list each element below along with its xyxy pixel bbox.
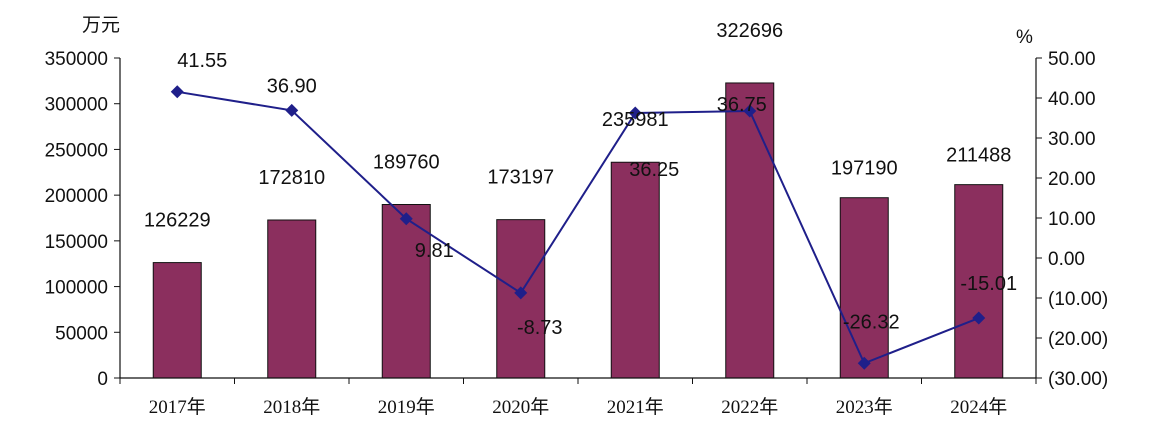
axes: 0 50000 100000 150000 200000 250000 300000 3500… (45, 49, 1109, 418)
line-point-2018年 (285, 103, 299, 117)
line-value-label: 36.25 (629, 159, 679, 181)
right-tick-label: (20.00) (1048, 329, 1108, 350)
left-tick-label: 100000 (45, 278, 108, 299)
bar-2019年 (381, 204, 431, 379)
right-tick-label: 10.00 (1048, 209, 1096, 230)
x-tick-label: 2023年 (836, 396, 893, 418)
growth-rate-line (177, 90, 980, 365)
left-tick-label: 200000 (45, 186, 108, 207)
right-tick-label: 30.00 (1048, 129, 1096, 150)
bar-value-label: 126229 (144, 210, 211, 232)
bar-value-label: 172810 (258, 167, 325, 189)
x-tick-label: 2021年 (607, 396, 664, 418)
bar-value-label: 235981 (602, 109, 669, 131)
bar-value-label: 197190 (831, 158, 898, 180)
line-value-label: 36.75 (717, 94, 767, 116)
left-tick-label: 350000 (45, 49, 108, 70)
line-value-label: 41.55 (177, 50, 227, 72)
right-tick-label: 50.00 (1048, 49, 1096, 70)
right-tick-label: 0.00 (1048, 249, 1085, 270)
line-point-2023年 (857, 356, 871, 370)
right-tick-label: 40.00 (1048, 89, 1096, 110)
x-tick-label: 2024年 (950, 396, 1007, 418)
line-series (170, 85, 986, 370)
x-tick-label: 2020年 (492, 396, 549, 418)
right-axis-unit: % (1016, 27, 1033, 48)
left-tick-label: 50000 (55, 323, 108, 344)
x-tick-label: 2018年 (263, 396, 320, 418)
right-tick-label: 20.00 (1048, 169, 1096, 190)
x-tick-label: 2022年 (721, 396, 778, 418)
line-point-2021年 (628, 106, 642, 120)
line-point-2019年 (399, 212, 413, 226)
left-axis-unit: 万元 (82, 15, 120, 36)
bar-2018年 (267, 219, 317, 379)
line-value-label: 36.90 (267, 75, 317, 97)
line-value-label: 9.81 (415, 240, 454, 262)
bar-value-label: 211488 (946, 145, 1011, 167)
left-tick-label: 250000 (45, 140, 108, 161)
right-tick-label: (10.00) (1048, 289, 1108, 310)
bar-2017年 (152, 262, 202, 379)
right-tick-label: (30.00) (1048, 369, 1108, 390)
bar-series (152, 82, 1004, 379)
data-labels: 126229 172810 189760 173197 235981 322696 1971… (144, 20, 1017, 339)
x-tick-label: 2017年 (149, 396, 206, 418)
left-tick-label: 0 (97, 369, 108, 390)
line-value-label: -26.32 (843, 311, 900, 333)
left-tick-label: 150000 (45, 232, 108, 253)
bar-2021年 (610, 161, 660, 379)
bar-2023年 (839, 197, 889, 379)
line-point-2017年 (170, 85, 184, 99)
bar-value-label: 173197 (487, 167, 554, 189)
line-value-label: -8.73 (517, 317, 563, 339)
line-value-label: -15.01 (960, 273, 1017, 295)
x-tick-label: 2019年 (378, 396, 435, 418)
bar-value-label: 189760 (373, 152, 440, 174)
bar-2022年 (725, 82, 775, 379)
line-point-2024年 (972, 311, 986, 325)
line-point-2020年 (514, 286, 528, 300)
bar-2024年 (954, 184, 1004, 379)
left-tick-label: 300000 (45, 95, 108, 116)
bar-value-label: 322696 (716, 20, 783, 42)
line-point-2022年 (743, 104, 757, 118)
